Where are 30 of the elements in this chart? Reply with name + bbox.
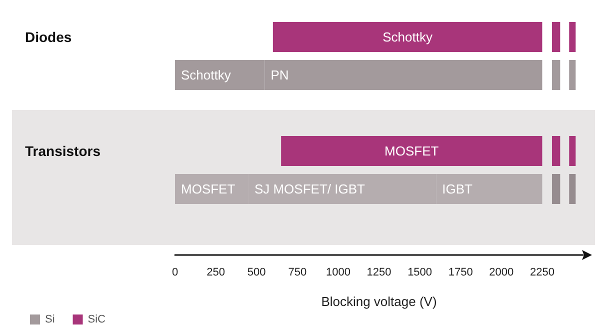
bar bbox=[569, 22, 576, 52]
x-tick-label: 500 bbox=[247, 266, 266, 278]
x-tick-label: 1250 bbox=[366, 266, 392, 278]
bar bbox=[569, 136, 576, 166]
legend-label: Si bbox=[45, 314, 55, 326]
data-label: Schottky bbox=[181, 68, 232, 82]
bar bbox=[569, 174, 576, 204]
bar bbox=[281, 136, 542, 166]
data-label: SJ MOSFET/ IGBT bbox=[254, 182, 366, 196]
bar bbox=[272, 22, 542, 52]
data-label: PN bbox=[270, 68, 289, 82]
x-tick-label: 0 bbox=[172, 266, 178, 278]
y-tick-label: Transistors bbox=[25, 143, 101, 159]
bar bbox=[552, 22, 560, 52]
data-label: MOSFET bbox=[384, 144, 439, 158]
x-tick-label: 1000 bbox=[326, 266, 350, 278]
data-label: MOSFET bbox=[181, 182, 236, 196]
bar bbox=[552, 174, 560, 204]
x-tick-label: 250 bbox=[206, 266, 225, 278]
x-tick-label: 2250 bbox=[530, 266, 554, 278]
data-label: IGBT bbox=[442, 182, 473, 196]
data-label: Schottky bbox=[382, 30, 433, 44]
x-tick-label: 750 bbox=[288, 266, 307, 278]
legend-label: SiC bbox=[88, 314, 106, 326]
x-tick-label: 2000 bbox=[489, 266, 514, 278]
x-axis-title: Blocking voltage (V) bbox=[321, 294, 437, 309]
bar bbox=[552, 136, 560, 166]
x-tick-label: 1750 bbox=[448, 266, 473, 278]
x-tick-label: 1500 bbox=[408, 266, 432, 278]
y-tick-label: Diodes bbox=[25, 29, 72, 45]
